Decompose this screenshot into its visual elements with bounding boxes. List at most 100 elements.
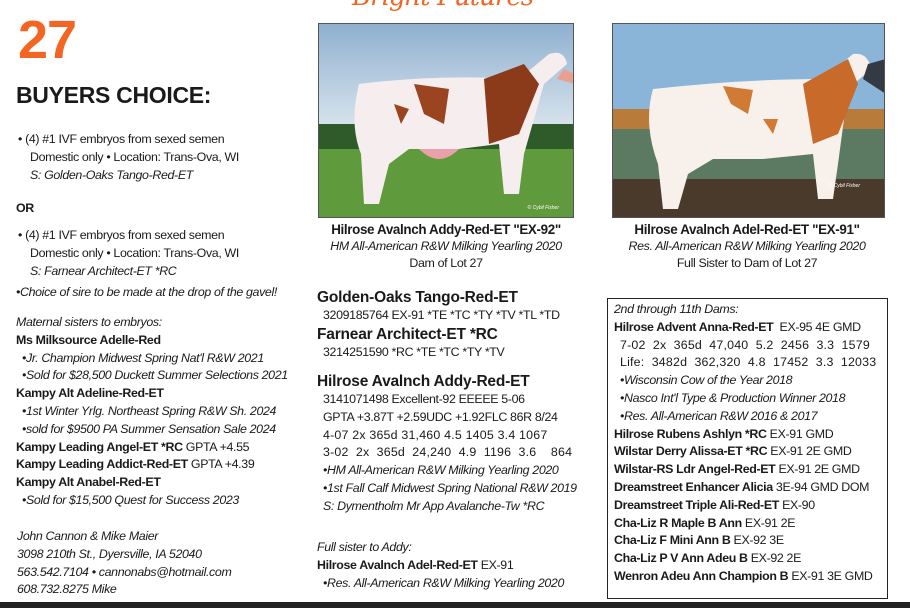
sister-note: •1st Winter Yrlg. Northeast Spring R&W S… — [22, 403, 277, 418]
sires-section: Golden-Oaks Tango-Red-ET 3209185764 EX-9… — [317, 288, 560, 362]
offer-option-1: • (4) #1 IVF embryos from sexed semen Do… — [18, 131, 239, 184]
or-label: OR — [16, 201, 34, 215]
maternal-sister-entry: Kampy Leading Addict-Red-ET GPTA +4.39 — [16, 456, 288, 474]
photo-caption-adel: Hilrose Avalnch Adel-Red-ET "EX-91" Res.… — [597, 221, 897, 272]
ancestor-dam: Cha-Liz P V Ann Adeu B EX-92 2E — [614, 550, 887, 568]
dam-note: •HM All-American R&W Milking Yearling 20… — [323, 463, 559, 478]
ancestor-dam: Wilstar Derry Alissa-ET *RC EX-91 2E GMD — [614, 443, 887, 461]
dam-lifetime-record: Life: 3482d 362,320 4.8 17452 3.3 12033 — [620, 355, 877, 370]
dam-note: •Wisconsin Cow of the Year 2018 — [620, 373, 793, 388]
full-sister-section: Full sister to Addy: Hilrose Avalnch Ade… — [317, 539, 564, 592]
contact-names: John Cannon & Mike Maier — [17, 529, 159, 543]
sister-name: Kampy Alt Adeline-Red-ET — [16, 386, 164, 401]
maternal-sister-entry: Kampy Alt Adeline-Red-ET — [16, 385, 288, 403]
dam-name: Dreamstreet Triple Ali-Red-ET — [614, 497, 779, 512]
sister-name: Hilrose Avalnch Adel-Red-ET — [317, 557, 478, 572]
offer-note: •Choice of sire to be made at the drop o… — [16, 285, 277, 299]
sister-note: •Res. All-American R&W Milking Yearling … — [323, 575, 564, 590]
dam-score: EX-92 2E — [747, 551, 802, 566]
sire-name: Farnear Architect-ET *RC — [317, 325, 498, 343]
sister-gpta: GPTA +4.55 — [182, 439, 250, 454]
offer-sire: S: Golden-Oaks Tango-Red-ET — [30, 167, 193, 182]
dam-name: Cha-Liz F Mini Ann B — [614, 533, 731, 548]
dam-section: Hilrose Avalnch Addy-Red-ET 3141071498 E… — [317, 372, 577, 516]
dam-score: 3E-94 GMD DOM — [772, 479, 870, 494]
sire-info: 3209185764 EX-91 *TE *TC *TY *TV *TL *TD — [323, 308, 560, 322]
offer-option-2: • (4) #1 IVF embryos from sexed semen Do… — [18, 227, 239, 280]
sister-heading: Full sister to Addy: — [317, 540, 412, 554]
sister-note: •sold for $9500 PA Summer Sensation Sale… — [22, 421, 276, 436]
sister-name: Kampy Leading Addict-Red-ET — [16, 457, 188, 472]
caption-relation: Full Sister to Dam of Lot 27 — [676, 256, 818, 270]
maternal-sister-entry: Kampy Leading Angel-ET *RC GPTA +4.55 — [16, 439, 288, 457]
dam-record: 7-02 2x 365d 47,040 5.2 2456 3.3 1579 — [620, 337, 870, 352]
sister-score: EX-91 — [477, 557, 514, 572]
dam-note: •Res. All-American R&W 2016 & 2017 — [620, 408, 818, 423]
dam-name: Wenron Adeu Ann Champion B — [614, 568, 789, 583]
bottom-bar — [0, 602, 910, 608]
dam-line: GPTA +3.87T +2.59UDC +1.92FLC 86R 8/24 — [323, 409, 558, 424]
dam-score: EX-91 2E — [741, 515, 796, 530]
maternal-sister-entry: Ms Milksource Adelle-Red — [16, 332, 288, 350]
dam-name: Cha-Liz R Maple B Ann — [614, 515, 742, 530]
maternal-sister-entry: Kampy Alt Anabel-Red-ET — [16, 474, 288, 492]
dam-sire: S: Dymentholm Mr App Avalanche-Tw *RC — [323, 498, 545, 513]
lot-number: 27 — [18, 10, 77, 70]
dam-note: •Nasco Int'l Type & Production Winner 20… — [620, 390, 846, 405]
dam-line: 3-02 2x 365d 24,240 4.9 1196 3.6 864 — [323, 445, 573, 460]
caption-award: HM All-American R&W Milking Yearling 202… — [330, 239, 562, 253]
sire-info: 3214251590 *RC *TE *TC *TY *TV — [323, 344, 505, 359]
dam-note: •1st Fall Calf Midwest Spring National R… — [323, 480, 577, 495]
offer-sire: S: Farnear Architect-ET *RC — [30, 263, 177, 278]
ancestor-dam: Wilstar-RS Ldr Angel-Red-ET EX-91 2E GMD — [614, 461, 887, 479]
dams-box: 2nd through 11th Dams: Hilrose Advent An… — [607, 298, 888, 599]
caption-name: Hilrose Avalnch Addy-Red-ET "EX-92" — [331, 222, 561, 237]
ancestor-dam: Cha-Liz R Maple B Ann EX-91 2E — [614, 515, 887, 533]
maternal-sisters: Maternal sisters to embryos: Ms Milksour… — [16, 314, 288, 510]
ancestor-dam: Dreamstreet Enhancer Alicia 3E-94 GMD DO… — [614, 479, 887, 497]
dam-score: EX-90 — [778, 497, 815, 512]
offer-line: • (4) #1 IVF embryos from sexed semen — [18, 228, 225, 242]
dam-name: Wilstar-RS Ldr Angel-Red-ET — [614, 462, 776, 477]
sister-name: Kampy Leading Angel-ET *RC — [16, 439, 183, 454]
contact-phone-mike: 608.732.8275 Mike — [17, 582, 117, 597]
dam-score: EX-92 3E — [730, 533, 785, 548]
sister-note: •Sold for $15,500 Quest for Success 2023 — [22, 492, 239, 507]
ancestor-dam: Cha-Liz F Mini Ann B EX-92 3E — [614, 532, 887, 550]
sister-gpta: GPTA +4.39 — [187, 457, 255, 472]
photo-watermark: © Cybil Fisher — [527, 205, 559, 211]
photo-caption-addy: Hilrose Avalnch Addy-Red-ET "EX-92" HM A… — [296, 221, 596, 272]
ancestor-dam: Wenron Adeu Ann Champion B EX-91 3E GMD — [614, 568, 887, 586]
sister-name: Ms Milksource Adelle-Red — [16, 332, 161, 347]
ancestor-dam: Dreamstreet Triple Ali-Red-ET EX-90 — [614, 497, 887, 515]
photo-watermark: © Cybil Fisher — [828, 183, 860, 189]
page-title: BUYERS CHOICE: — [16, 82, 212, 108]
dam-name: Hilrose Advent Anna-Red-ET — [614, 319, 774, 334]
dam-name: Cha-Liz P V Ann Adeu B — [614, 551, 748, 566]
header-script-title: Bright Futures — [352, 0, 534, 12]
dam-name: Hilrose Rubens Ashlyn *RC — [614, 426, 767, 441]
photo-adel: © Cybil Fisher — [612, 23, 885, 218]
contact-info: John Cannon & Mike Maier 3098 210th St.,… — [17, 528, 232, 599]
contact-address: 3098 210th St., Dyersville, IA 52040 — [17, 546, 202, 561]
maternal-heading: Maternal sisters to embryos: — [16, 315, 162, 329]
sire-name: Golden-Oaks Tango-Red-ET — [317, 289, 518, 306]
ancestor-dam: Hilrose Rubens Ashlyn *RC EX-91 GMD — [614, 426, 887, 444]
dam-name: Dreamstreet Enhancer Alicia — [614, 479, 773, 494]
contact-phone-email: 563.542.7104 • cannonabs@hotmail.com — [17, 564, 232, 579]
sister-note: •Sold for $28,500 Duckett Summer Selecti… — [22, 368, 288, 383]
offer-line: • (4) #1 IVF embryos from sexed semen — [18, 132, 225, 146]
dam-score: EX-91 2E GMD — [775, 462, 860, 477]
dam-line: 3141071498 Excellent-92 EEEEE 5-06 — [323, 392, 525, 406]
caption-award: Res. All-American R&W Milking Yearling 2… — [628, 239, 866, 253]
dam-score: EX-91 3E GMD — [788, 568, 873, 583]
dam-name: Hilrose Avalnch Addy-Red-ET — [317, 373, 530, 390]
dams-heading: 2nd through 11th Dams: — [614, 302, 739, 316]
dam-line: 4-07 2x 365d 31,460 4.5 1405 3.4 1067 — [323, 427, 548, 442]
photo-addy: © Cybil Fisher — [318, 23, 574, 218]
caption-relation: Dam of Lot 27 — [409, 256, 483, 270]
sister-note: •Jr. Champion Midwest Spring Nat'l R&W 2… — [22, 350, 264, 365]
offer-line: Domestic only • Location: Trans-Ova, WI — [30, 245, 239, 260]
caption-name: Hilrose Avalnch Adel-Red-ET "EX-91" — [634, 222, 860, 237]
offer-line: Domestic only • Location: Trans-Ova, WI — [30, 149, 239, 164]
